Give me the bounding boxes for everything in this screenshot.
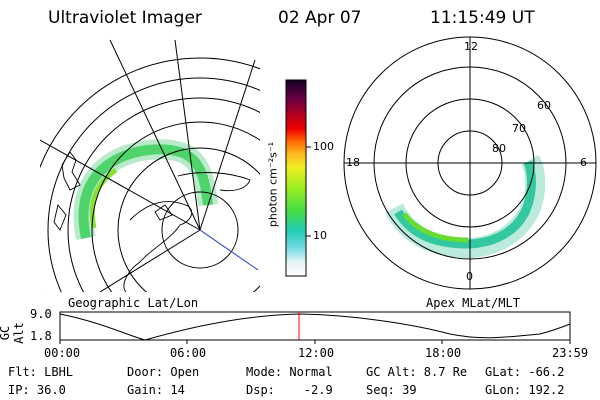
mlat-label-80: 80: [492, 142, 506, 155]
colorbar-unit-label: photon cm⁻²s⁻¹: [266, 141, 280, 228]
mlt-label-6: 6: [580, 156, 587, 169]
mlat-label-70: 70: [512, 122, 526, 135]
dsp-info: Dsp: -2.9: [246, 383, 333, 397]
geographic-map: [40, 39, 260, 292]
seq-info: Seq: 39: [366, 383, 417, 397]
mlt-label-12: 12: [464, 40, 478, 53]
altitude-curve: [59, 313, 571, 341]
mlt-label-18: 18: [346, 156, 360, 169]
altitude-plot: [59, 311, 571, 344]
time-tick-0000: 00:00: [44, 346, 81, 360]
colorbar: [285, 79, 311, 277]
geographic-caption: Geographic Lat/Lon: [68, 296, 199, 310]
colorbar-tick-100: 100: [313, 140, 334, 153]
altitude-ytick-low: 1.8: [30, 329, 52, 343]
glon-info: GLon: 192.2: [485, 383, 565, 397]
time-tick-1200: 12:00: [298, 346, 335, 360]
latitude-circles: [40, 57, 260, 292]
gc-alt-info: GC Alt: 8.7 Re: [366, 365, 468, 379]
coastlines: [53, 151, 251, 292]
mlt-label-0: 0: [466, 270, 473, 283]
colorbar-tick-10: 10: [313, 229, 327, 242]
altitude-ytick-high: 9.0: [30, 307, 52, 321]
polar-caption: Apex MLat/MLT: [426, 296, 520, 310]
track-line: [199, 229, 259, 271]
time-tick-2359: 23:59: [552, 346, 589, 360]
meridians: [40, 39, 256, 292]
time-tick-0600: 06:00: [170, 346, 207, 360]
mode-info: Mode: Normal: [246, 365, 333, 379]
glat-info: GLat: -66.2: [485, 365, 565, 379]
date-label: 02 Apr 07: [278, 8, 362, 28]
altitude-ylabel: GC Alt: [0, 322, 26, 344]
time-tick-1800: 18:00: [425, 346, 462, 360]
mlat-label-60: 60: [537, 99, 551, 112]
time-label: 11:15:49 UT: [430, 8, 535, 28]
door-info: Door: Open: [127, 365, 200, 379]
filter-info: Flt: LBHL: [8, 365, 74, 379]
ip-info: IP: 36.0: [8, 383, 66, 397]
polar-plot: [343, 36, 597, 290]
gain-info: Gain: 14: [127, 383, 185, 397]
instrument-title: Ultraviolet Imager: [48, 8, 202, 28]
